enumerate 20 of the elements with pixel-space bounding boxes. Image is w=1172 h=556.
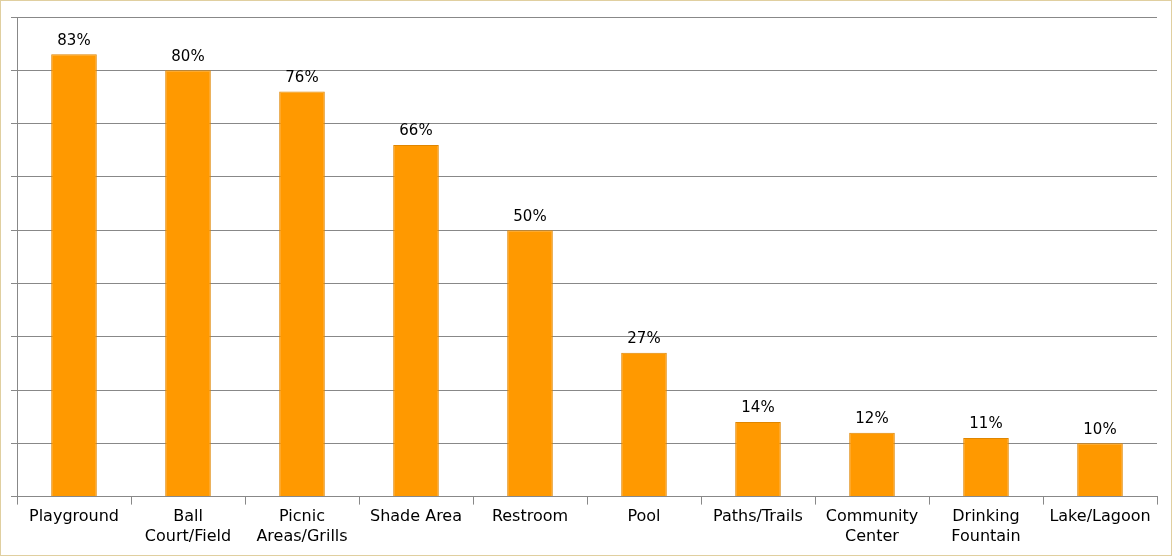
data-label: 14%	[741, 398, 775, 417]
x-tick-label: Lake/Lagoon	[1049, 506, 1151, 526]
data-label: 66%	[399, 121, 433, 140]
data-label: 10%	[1083, 419, 1117, 438]
x-tick-label: Shade Area	[369, 506, 463, 526]
x-tick-label: Community Center	[825, 506, 919, 545]
data-label: 27%	[627, 329, 661, 348]
x-tick-label: Restroom	[491, 506, 569, 526]
data-label: 80%	[171, 46, 205, 65]
data-label: 11%	[969, 414, 1003, 433]
x-tick-label: Ball Court/Field	[144, 506, 232, 545]
x-tick-label: Drinking Fountain	[951, 506, 1021, 545]
x-tick-label: Paths/Trails	[713, 506, 803, 526]
x-tick-label: Picnic Areas/Grills	[256, 506, 348, 545]
data-label: 76%	[285, 68, 319, 86]
data-label: 83%	[57, 30, 91, 49]
x-tick-label: Pool	[627, 506, 661, 526]
x-tick-label: Playground	[29, 506, 119, 526]
data-label: 12%	[855, 409, 889, 428]
data-label: 50%	[513, 206, 547, 225]
